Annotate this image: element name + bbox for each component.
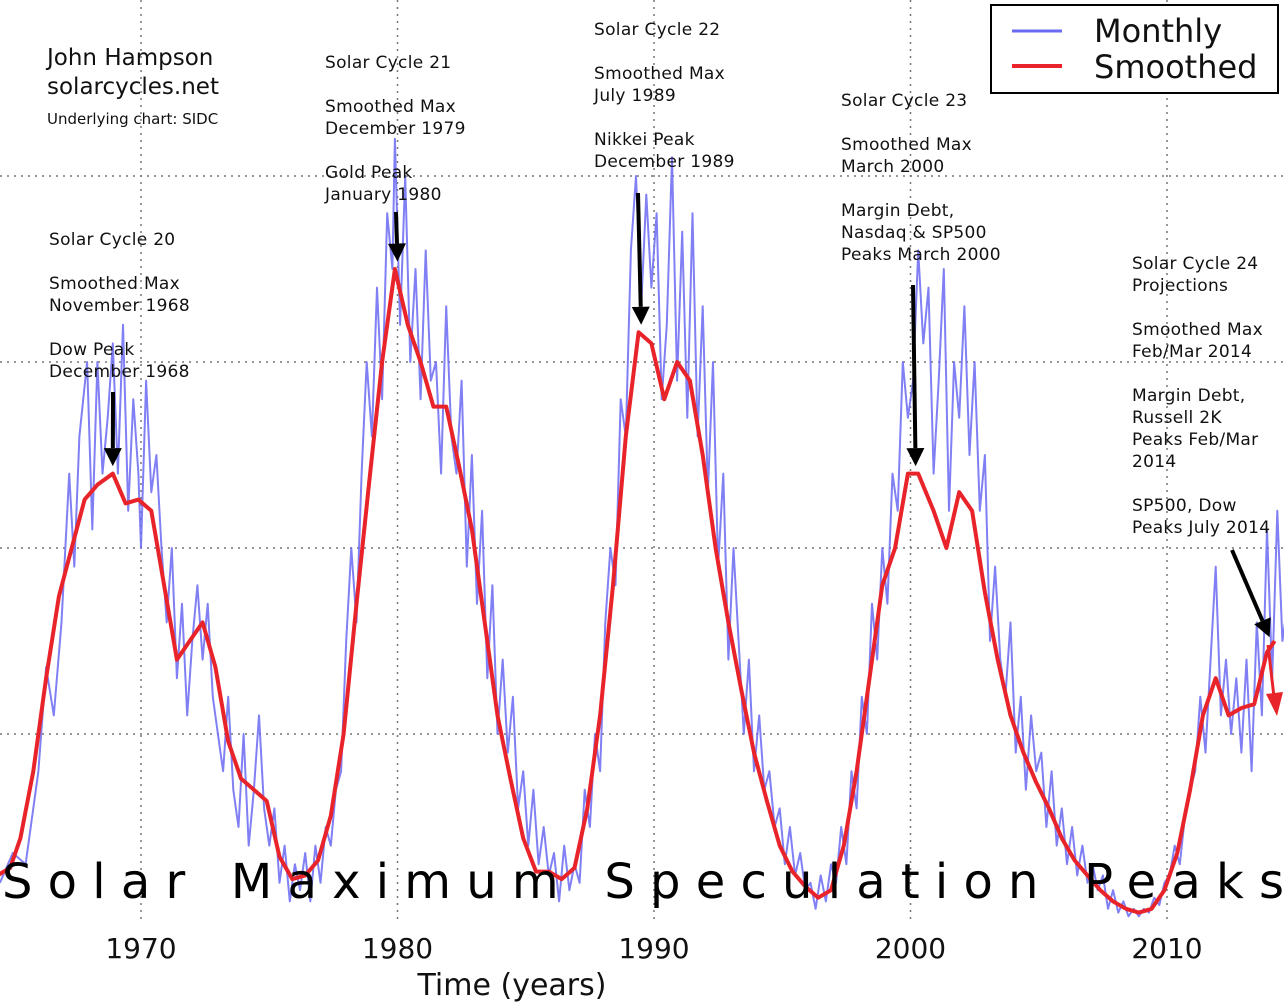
x-tick-1980: 1980 <box>362 932 433 965</box>
cycle-23-max-label: Smoothed Max <box>841 135 972 155</box>
projection-arrow-head <box>1266 692 1283 716</box>
author-name: John Hampson <box>47 45 214 71</box>
arrow-shaft <box>636 192 643 307</box>
legend-smoothed-label: Smoothed <box>1094 48 1257 86</box>
source-credit: Underlying chart: SIDC <box>47 110 219 128</box>
arrow-head <box>906 448 925 467</box>
cycle-21-peak-label: Gold Peak <box>325 163 413 183</box>
cycle-24-peak2-line-2: Peaks July 2014 <box>1132 518 1271 538</box>
author-site: solarcycles.net <box>47 74 219 100</box>
arrow-head <box>387 243 406 262</box>
overlay-title: Solar Maximum Speculation Peaks <box>2 854 1284 910</box>
monthly-line <box>0 137 1284 918</box>
cycle-23-peak-line-3: Peaks March 2000 <box>841 245 1001 265</box>
cycle-23-max-date: March 2000 <box>841 157 945 177</box>
cycle-24-peak-line-1: Margin Debt, <box>1132 386 1246 406</box>
projection-arrow <box>1266 644 1283 716</box>
arrow-head <box>1254 617 1271 638</box>
arrow-shaft <box>1230 549 1265 622</box>
cycle-21-title: Solar Cycle 21 <box>325 53 452 73</box>
smoothed-line <box>0 267 1277 915</box>
cycle-21-note: Solar Cycle 21 Smoothed Max December 197… <box>325 52 466 206</box>
annotation-arrows <box>103 192 1283 716</box>
arrow-shaft <box>394 211 399 244</box>
annotation-arrow-3 <box>631 192 650 325</box>
cycle-22-peak-label: Nikkei Peak <box>594 130 695 150</box>
legend: Monthly Smoothed <box>990 4 1279 94</box>
cycle-22-max-label: Smoothed Max <box>594 64 725 84</box>
cycle-24-max-date: Feb/Mar 2014 <box>1132 342 1253 362</box>
cycle-21-max-label: Smoothed Max <box>325 97 456 117</box>
smoothed-series <box>0 267 1277 915</box>
cycle-24-max-label: Smoothed Max <box>1132 320 1263 340</box>
x-tick-2010: 2010 <box>1131 932 1202 965</box>
arrow-head <box>103 448 122 467</box>
annotation-arrow-1 <box>103 391 122 467</box>
x-tick-1970: 1970 <box>105 932 176 965</box>
cycle-20-note: Solar Cycle 20 Smoothed Max November 196… <box>49 229 190 383</box>
cycle-20-max-label: Smoothed Max <box>49 274 180 294</box>
annotation-arrow-5 <box>1230 549 1271 638</box>
cycle-23-title: Solar Cycle 23 <box>841 91 968 111</box>
cycle-24-title: Solar Cycle 24 <box>1132 254 1259 274</box>
cycle-22-title: Solar Cycle 22 <box>594 20 721 40</box>
cycle-21-peak-date: January 1980 <box>325 185 442 205</box>
author-credit: John Hampson solarcycles.net <box>47 44 219 102</box>
arrow-shaft <box>911 284 918 449</box>
legend-monthly-label: Monthly <box>1094 12 1222 50</box>
cycle-20-title: Solar Cycle 20 <box>49 230 176 250</box>
cycle-22-max-date: July 1989 <box>594 86 676 106</box>
cycle-24-note: Solar Cycle 24 Projections Smoothed Max … <box>1132 253 1270 539</box>
legend-box <box>990 4 1279 94</box>
cycle-24-peak-line-3: Peaks Feb/Mar <box>1132 430 1259 450</box>
projection-arrow-shaft <box>1266 644 1276 698</box>
monthly-series <box>0 137 1284 918</box>
arrow-head <box>631 306 650 325</box>
cycle-22-note: Solar Cycle 22 Smoothed Max July 1989 Ni… <box>594 19 735 173</box>
cycle-23-peak-line-1: Margin Debt, <box>841 201 955 221</box>
cycle-24-peak2-line-1: SP500, Dow <box>1132 496 1237 516</box>
x-tick-2000: 2000 <box>875 932 946 965</box>
cycle-24-peak-line-4: 2014 <box>1132 452 1177 472</box>
cycle-20-max-date: November 1968 <box>49 296 191 316</box>
x-tick-1990: 1990 <box>618 932 689 965</box>
annotation-arrow-4 <box>906 284 925 467</box>
cycle-24-peak-line-2: Russell 2K <box>1132 408 1222 428</box>
cycle-22-peak-date: December 1989 <box>594 152 735 172</box>
x-axis-ticks: 1970 1980 1990 2000 2010 <box>105 932 1202 965</box>
x-axis-label: Time (years) <box>417 968 607 1002</box>
cycle-23-note: Solar Cycle 23 Smoothed Max March 2000 M… <box>841 90 1001 266</box>
annotation-arrow-2 <box>387 211 406 262</box>
cycle-20-peak-date: December 1968 <box>49 362 190 382</box>
cycle-21-max-date: December 1979 <box>325 119 466 139</box>
cycle-24-subtitle: Projections <box>1132 276 1229 296</box>
cycle-23-peak-line-2: Nasdaq & SP500 <box>841 223 987 243</box>
cycle-20-peak-label: Dow Peak <box>49 340 135 360</box>
